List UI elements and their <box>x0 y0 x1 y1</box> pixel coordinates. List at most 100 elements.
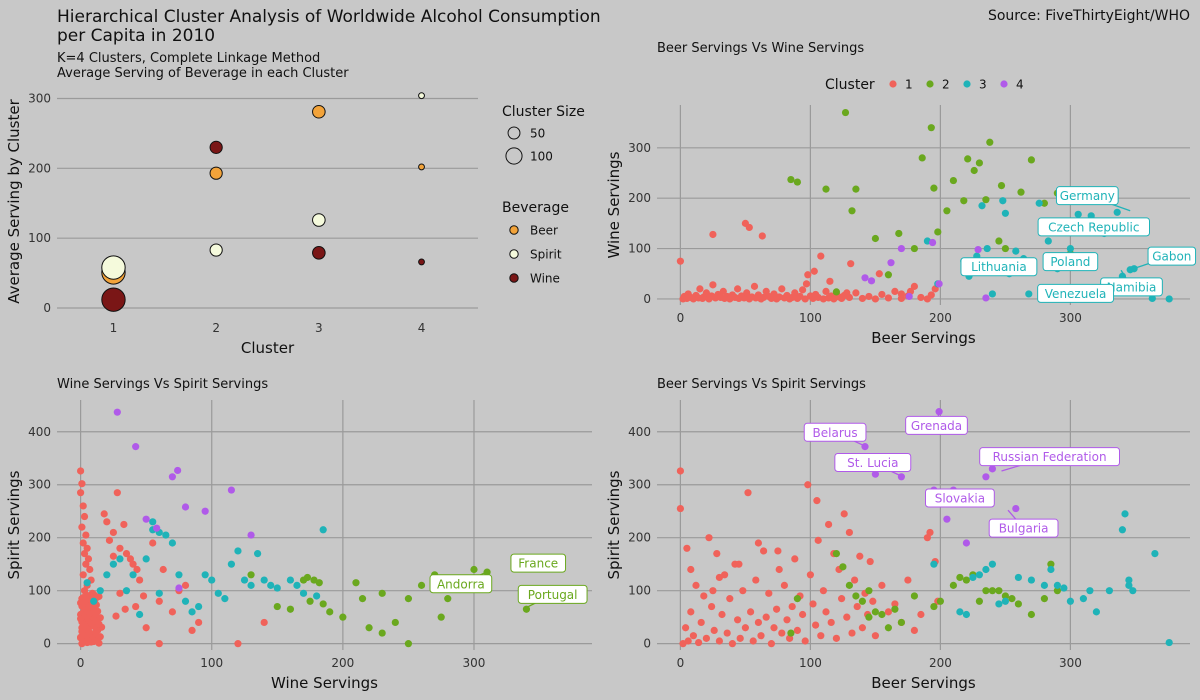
avg-point-spirit-cluster-2 <box>209 243 223 257</box>
bs-point-cluster-1 <box>848 629 856 637</box>
ws-point-cluster-1 <box>113 489 121 497</box>
bs-point-cluster-3 <box>1079 595 1087 603</box>
ws-point-cluster-3 <box>83 579 91 587</box>
ws-point-cluster-4 <box>153 524 161 532</box>
avg-point-spirit-cluster-4 <box>418 92 425 100</box>
bs-point-cluster-3 <box>1053 581 1061 589</box>
bs-point-cluster-1 <box>884 608 893 616</box>
avg-point-spirit-cluster-1 <box>101 255 126 280</box>
ws-point-cluster-2 <box>315 579 323 587</box>
bs-point-cluster-2 <box>949 581 958 589</box>
ws-point-cluster-2 <box>319 600 327 608</box>
ws-point-cluster-3 <box>162 531 170 539</box>
bs-ytick-label: 0 <box>643 637 651 651</box>
bs-point-cluster-1 <box>741 624 750 632</box>
ws-point-cluster-3 <box>136 610 144 619</box>
ws-point-cluster-3 <box>175 571 183 579</box>
bw-point-cluster-2 <box>787 175 795 184</box>
bs-point-cluster-2 <box>982 587 990 595</box>
ws-point-cluster-4 <box>247 531 255 539</box>
bs-point-cluster-1 <box>683 544 691 552</box>
bw-point-cluster-1 <box>676 257 685 265</box>
size-legend-label: 100 <box>530 150 553 164</box>
ws-point-cluster-1 <box>168 608 176 616</box>
ws-point-cluster-2 <box>378 629 386 637</box>
cluster-legend-swatch-4 <box>1000 80 1008 88</box>
ws-point-cluster-1 <box>109 528 117 537</box>
bs-point-cluster-2 <box>884 624 893 632</box>
cluster-legend-label-2: 2 <box>942 78 950 92</box>
ws-ytick-label: 400 <box>28 425 51 439</box>
ws-point-cluster-3 <box>129 571 137 579</box>
ws-point-cluster-1 <box>155 597 163 605</box>
bs-point-cluster-1 <box>710 626 718 635</box>
bw-country-label: Germany <box>1060 189 1115 203</box>
bs-point-cluster-1 <box>713 550 721 558</box>
bw-label-box <box>960 257 1038 277</box>
ws-point-cluster-3 <box>273 584 281 592</box>
bw-country-label: Gabon <box>1152 250 1191 264</box>
size-legend-circle <box>505 147 523 165</box>
bw-point-cluster-1 <box>719 287 727 295</box>
avg-point-beer-cluster-3 <box>312 104 326 119</box>
bs-point-cluster-1 <box>747 608 755 616</box>
avg-point-beer-cluster-2 <box>209 166 223 180</box>
bw-point-cluster-2 <box>960 197 968 205</box>
bs-point-cluster-3 <box>962 610 971 619</box>
ws-point-cluster-2 <box>522 605 531 613</box>
ws-point-cluster-2 <box>303 573 312 582</box>
bs-country-label: Slovakia <box>935 491 985 505</box>
bs-point-cluster-3 <box>969 573 977 582</box>
bs-point-cluster-2 <box>988 587 997 595</box>
bw-point-cluster-4 <box>897 244 906 253</box>
bs-point-cluster-1 <box>767 640 776 648</box>
ws-point-cluster-2 <box>437 613 445 621</box>
ws-point-cluster-1 <box>90 590 98 598</box>
bs-point-cluster-1 <box>891 600 899 608</box>
bw-point-cluster-1 <box>891 287 899 295</box>
bs-label-box <box>925 488 995 508</box>
ws-point-cluster-3 <box>221 595 229 603</box>
bs-point-cluster-1 <box>682 624 690 632</box>
ws-point-cluster-2 <box>404 595 413 603</box>
bw-point-cluster-1 <box>791 289 799 297</box>
bs-point-cluster-2 <box>1040 595 1048 603</box>
ws-point-cluster-2 <box>273 602 281 611</box>
bw-point-cluster-2 <box>997 182 1006 190</box>
bs-point-cluster-4 <box>861 443 869 451</box>
ws-point-cluster-2 <box>352 579 360 587</box>
ws-xtick-label: 300 <box>463 656 486 670</box>
bs-point-cluster-1 <box>825 520 833 529</box>
ws-point-cluster-2 <box>417 581 426 589</box>
ws-country-label: Andorra <box>437 577 485 591</box>
bs-point-cluster-1 <box>791 555 799 563</box>
bw-label-box <box>1147 246 1197 266</box>
bw-point-cluster-2 <box>986 138 994 146</box>
bs-point-cluster-2 <box>787 629 795 637</box>
ws-point-cluster-1 <box>142 624 150 632</box>
ws-point-cluster-1 <box>116 544 124 552</box>
bs-point-cluster-1 <box>700 592 708 600</box>
ws-point-cluster-2 <box>470 565 478 574</box>
bs-point-cluster-2 <box>1001 592 1010 600</box>
bw-point-cluster-4 <box>905 292 913 301</box>
ws-point-cluster-2 <box>306 597 314 605</box>
bs-point-cluster-3 <box>930 560 938 568</box>
bs-point-cluster-2 <box>793 595 802 603</box>
main-title-line1: Hierarchical Cluster Analysis of Worldwi… <box>57 7 601 27</box>
bs-x-axis-label: Beer Servings <box>871 674 976 692</box>
bw-point-cluster-3 <box>1035 199 1043 207</box>
ws-point-cluster-4 <box>174 466 182 475</box>
ws-point-cluster-1 <box>77 467 85 475</box>
bs-point-cluster-1 <box>726 595 734 603</box>
bs-point-cluster-1 <box>799 610 807 619</box>
ws-point-cluster-1 <box>96 614 104 622</box>
ws-point-cluster-1 <box>132 602 140 611</box>
ws-ytick-label: 300 <box>28 478 51 492</box>
ws-point-cluster-1 <box>120 520 128 529</box>
bs-point-cluster-1 <box>757 632 765 640</box>
bs-point-cluster-1 <box>775 565 783 574</box>
ws-point-cluster-1 <box>96 633 104 641</box>
ws-point-cluster-2 <box>391 618 399 627</box>
ws-point-cluster-1 <box>121 605 129 613</box>
